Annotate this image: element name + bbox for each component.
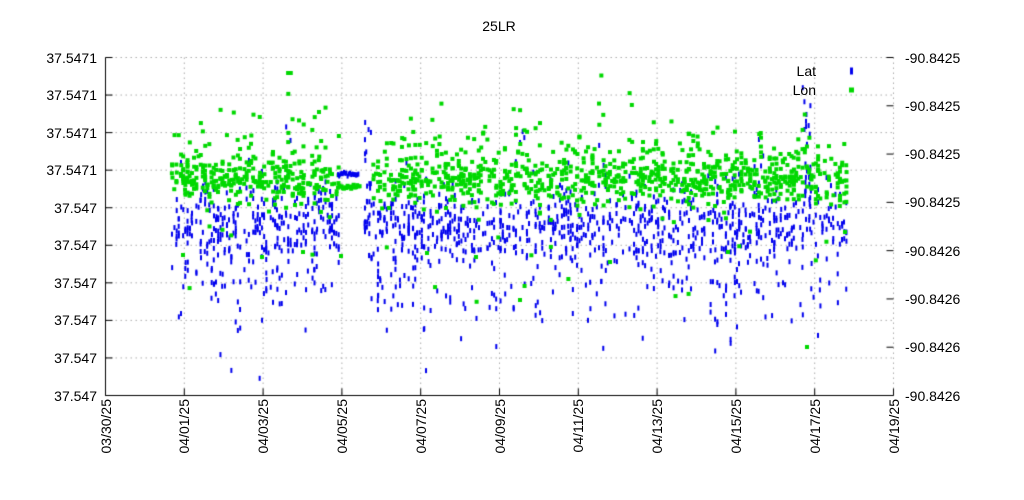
y-right-tick-label: -90.8426 — [905, 290, 961, 307]
y-right-tick-label: -90.8426 — [905, 387, 961, 404]
chart-title: 25LR — [482, 18, 516, 34]
x-tick-label: 04/09/25 — [491, 399, 508, 454]
x-tick-label: 03/30/25 — [97, 399, 114, 454]
y-left-tick-label: 37.547 — [54, 199, 97, 216]
y-left-tick-label: 37.547 — [54, 274, 97, 291]
y-right-tick-label: -90.8425 — [905, 194, 961, 211]
y-left-tick-label: 37.5471 — [46, 162, 97, 179]
y-right-tick-label: -90.8426 — [905, 339, 961, 356]
x-tick-label: 04/07/25 — [412, 399, 429, 454]
y-left-tick-label: 37.547 — [54, 237, 97, 254]
y-right-tick-label: -90.8425 — [905, 146, 961, 163]
legend-lat-label: Lat — [796, 63, 816, 79]
y-left-tick-label: 37.5471 — [46, 124, 97, 141]
y-left-tick-label: 37.5471 — [46, 49, 97, 66]
x-tick-label: 04/17/25 — [806, 399, 823, 454]
y-left-tick-label: 37.547 — [54, 312, 97, 329]
x-tick-label: 04/01/25 — [176, 399, 193, 454]
y-right-tick-label: -90.8425 — [905, 97, 961, 114]
x-tick-label: 04/13/25 — [649, 399, 666, 454]
x-tick-label: 04/19/25 — [885, 399, 902, 454]
y-right-tick-label: -90.8426 — [905, 242, 961, 259]
y-left-tick-label: 37.547 — [54, 349, 97, 366]
y-left-tick-label: 37.5471 — [46, 87, 97, 104]
x-tick-label: 04/05/25 — [333, 399, 350, 454]
y-right-tick-label: -90.8425 — [905, 49, 961, 66]
x-tick-label: 04/03/25 — [255, 399, 272, 454]
x-tick-label: 04/11/25 — [570, 399, 587, 453]
x-tick-label: 04/15/25 — [727, 399, 744, 454]
y-left-tick-label: 37.547 — [54, 387, 97, 404]
legend-lon-label: Lon — [792, 82, 816, 98]
